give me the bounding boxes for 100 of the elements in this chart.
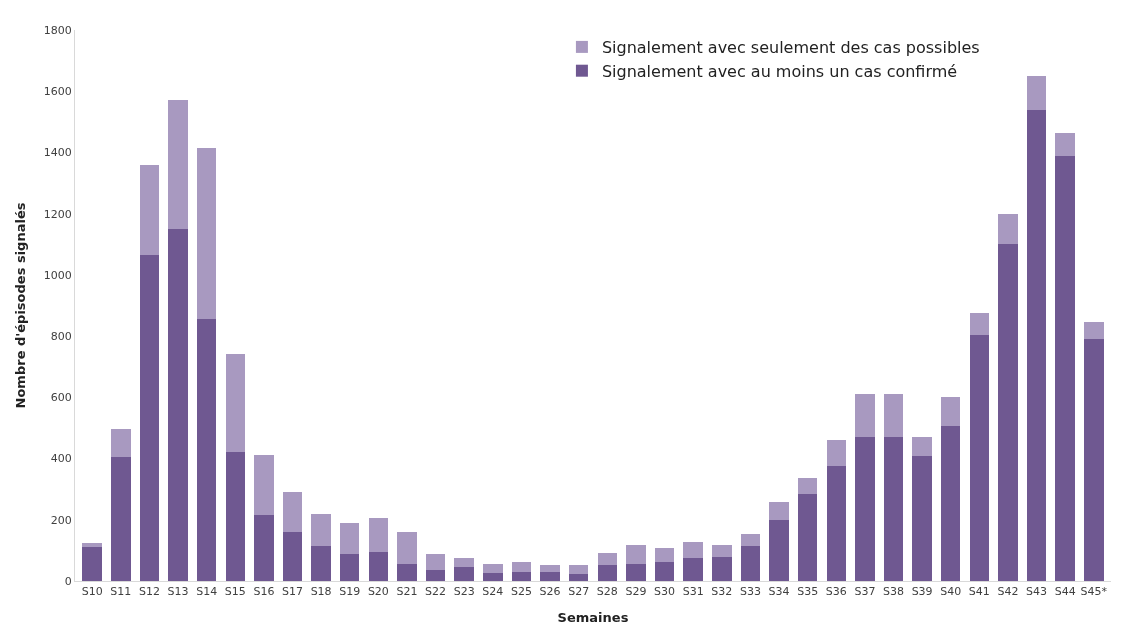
x-tick-label: S28 [596, 585, 618, 599]
y-tick-label: 800 [50, 329, 72, 343]
x-tick-label: S35 [797, 585, 819, 599]
bar [769, 519, 789, 581]
bar [311, 513, 331, 546]
bar [740, 545, 761, 581]
bar [425, 570, 446, 581]
y-tick-label: 0 [64, 574, 72, 588]
x-tick-label: S11 [110, 585, 132, 599]
bar [196, 147, 217, 320]
x-tick-label: S16 [253, 585, 275, 599]
x-tick-label: S17 [282, 585, 303, 599]
x-tick-label: S45* [1080, 585, 1108, 599]
y-tick-label: 1000 [43, 268, 72, 282]
y-tick-label: 200 [50, 513, 72, 527]
bar [855, 393, 875, 438]
x-tick-label: S30 [654, 585, 676, 599]
bar [254, 455, 274, 516]
bar [425, 554, 446, 571]
x-tick-label: S39 [911, 585, 933, 599]
x-tick-label: S20 [367, 585, 389, 599]
y-tick-label: 1800 [43, 23, 72, 37]
bar [282, 532, 303, 581]
y-axis-title: Nombre d'épisodes signalés [12, 202, 28, 409]
bar [1055, 155, 1075, 581]
bar [855, 437, 875, 581]
bar [225, 354, 245, 453]
bar [826, 466, 846, 581]
x-tick-label: S13 [167, 585, 189, 599]
x-tick-label: S38 [883, 585, 904, 599]
x-tick-label: S34 [768, 585, 790, 599]
bar [712, 544, 732, 558]
bar [797, 478, 818, 494]
bar [225, 452, 245, 581]
x-tick-label: S31 [682, 585, 704, 599]
bar [254, 515, 274, 581]
x-tick-label: S21 [396, 585, 418, 599]
bar [282, 492, 303, 533]
y-tick-label: 400 [50, 452, 72, 466]
bar [483, 564, 503, 573]
bar [769, 502, 789, 520]
bar [1084, 338, 1104, 581]
bar [1084, 322, 1104, 339]
bar [111, 457, 131, 581]
bar [483, 572, 503, 581]
x-tick-label: S42 [997, 585, 1019, 599]
bar [826, 439, 846, 467]
bar [941, 426, 961, 581]
bar [196, 319, 217, 581]
y-tick-label: 1600 [43, 85, 72, 99]
bar [998, 213, 1018, 245]
bar [540, 565, 560, 572]
bar [397, 563, 417, 581]
x-tick-label: S27 [568, 585, 590, 599]
x-tick-label: S10 [81, 585, 103, 599]
bar [397, 532, 417, 564]
bar [454, 558, 474, 568]
x-tick-label: S40 [940, 585, 962, 599]
x-tick-label: S18 [310, 585, 332, 599]
bar [368, 517, 389, 552]
bar [454, 567, 474, 581]
bar [654, 547, 675, 563]
bar [568, 565, 589, 575]
bar [82, 542, 102, 548]
bar [683, 558, 703, 581]
bar [654, 562, 675, 581]
y-tick-label: 1200 [43, 207, 72, 221]
bar [368, 551, 389, 581]
bar [311, 545, 331, 581]
bar [1026, 75, 1047, 110]
bar [168, 100, 188, 229]
x-tick-label: S37 [854, 585, 876, 599]
bar [883, 436, 904, 581]
bar [82, 547, 102, 581]
bar [597, 552, 618, 566]
x-tick-label: S43 [1026, 585, 1048, 599]
x-tick-label: S19 [339, 585, 361, 599]
bar [626, 544, 646, 565]
x-tick-label: S29 [625, 585, 647, 599]
x-tick-label: S44 [1054, 585, 1076, 599]
legend-label: Signalement avec seulement des cas possibles [601, 38, 980, 58]
x-tick-label: S15 [224, 585, 246, 599]
y-tick-label: 600 [50, 391, 72, 405]
bar [511, 571, 532, 581]
x-tick-label: S33 [739, 585, 761, 599]
x-tick-label: S26 [539, 585, 561, 599]
bar [712, 557, 732, 581]
bar [1026, 109, 1047, 581]
x-tick-label: S23 [453, 585, 475, 599]
x-tick-label: S36 [825, 585, 847, 599]
bar [597, 565, 618, 581]
bar [1055, 132, 1075, 156]
bar [540, 571, 560, 581]
bar [912, 436, 932, 457]
bar [969, 313, 990, 335]
bar [340, 554, 360, 581]
x-tick-label: S12 [138, 585, 160, 599]
bar [168, 228, 188, 581]
bar [626, 564, 646, 581]
bar [111, 429, 131, 458]
